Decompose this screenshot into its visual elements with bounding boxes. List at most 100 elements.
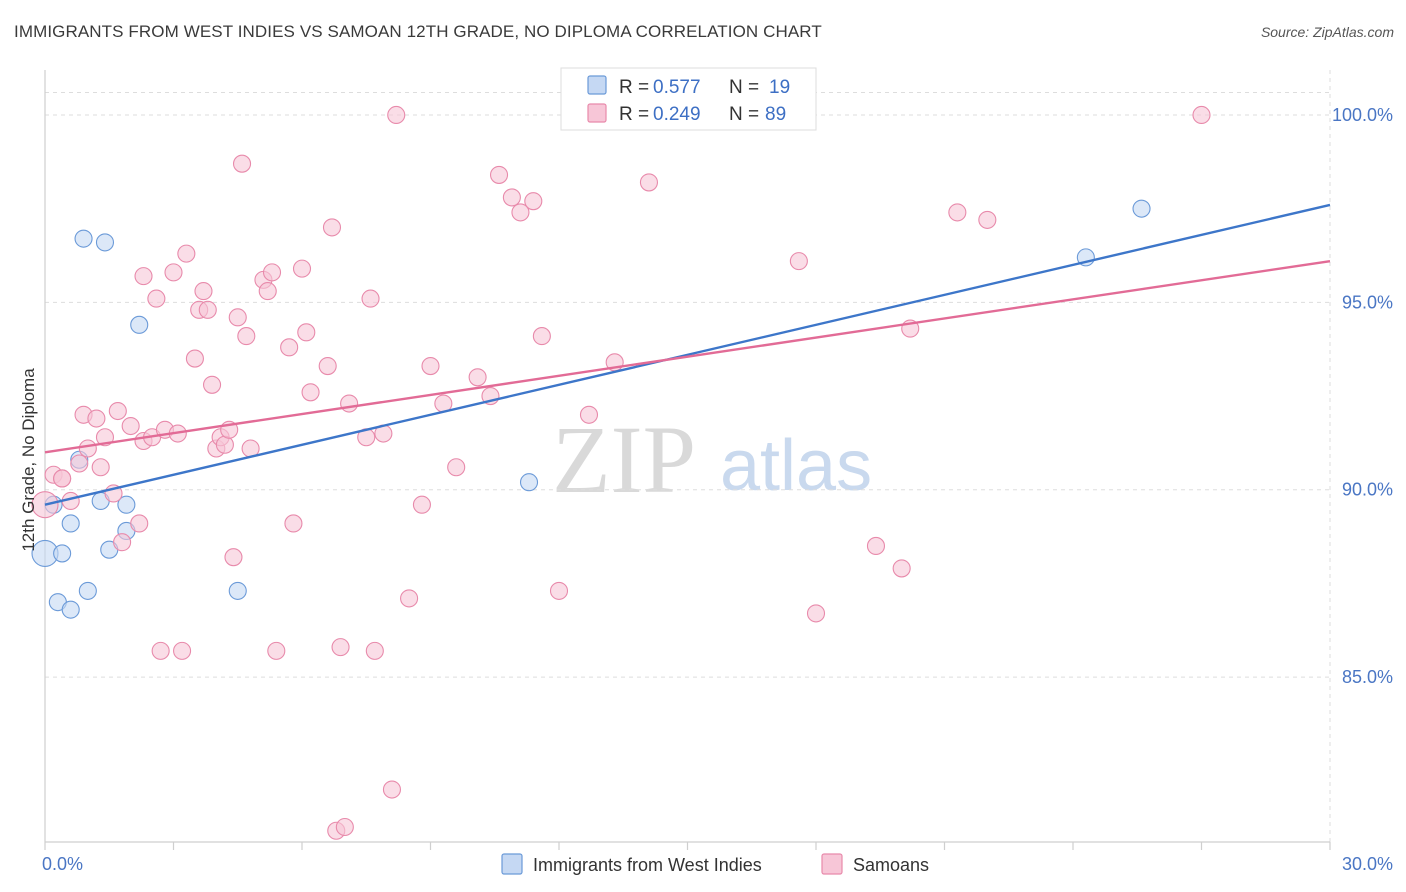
point-samoans — [215, 435, 234, 454]
point-west-indies — [74, 229, 93, 248]
point-samoans — [280, 338, 299, 357]
point-samoans — [297, 323, 316, 342]
legend-r-value-1: 0.249 — [653, 104, 701, 125]
point-west-indies — [95, 233, 115, 252]
point-samoans — [387, 105, 406, 125]
point-samoans — [502, 188, 521, 207]
y-tick-label: 90.0% — [1342, 480, 1393, 500]
point-samoans — [134, 267, 153, 286]
point-west-indies — [78, 581, 97, 600]
point-samoans — [382, 780, 402, 799]
x-tick-label-max: 30.0% — [1342, 854, 1393, 874]
point-samoans — [532, 327, 551, 346]
point-west-indies — [53, 544, 72, 563]
point-west-indies — [228, 581, 247, 600]
point-samoans — [53, 469, 72, 488]
point-samoans — [789, 252, 808, 271]
point-samoans — [331, 638, 350, 657]
point-samoans — [948, 203, 967, 222]
legend-swatch-west-indies — [587, 75, 607, 95]
point-samoans — [164, 263, 183, 282]
point-samoans — [579, 405, 599, 424]
point-samoans — [194, 282, 213, 301]
point-samoans — [87, 409, 106, 428]
y-tick-label: 100.0% — [1332, 105, 1393, 125]
point-samoans — [108, 401, 127, 421]
axes: 85.0% 90.0% 95.0% 100.0% 0.0% 30.0% — [42, 70, 1393, 874]
y-tick-label: 85.0% — [1342, 667, 1393, 687]
legend-r-label-0: R = — [619, 77, 649, 98]
point-samoans — [173, 641, 192, 660]
point-west-indies — [1132, 199, 1151, 218]
point-samoans — [301, 383, 320, 402]
watermark-zip: ZIP — [552, 406, 696, 513]
correlation-legend: R = 0.577 N = 19 R = 0.249 N = 89 — [560, 67, 817, 131]
point-samoans — [365, 641, 384, 660]
point-samoans — [78, 439, 97, 458]
point-samoans — [866, 536, 886, 555]
chart-title: IMMIGRANTS FROM WEST INDIES VS SAMOAN 12… — [14, 22, 822, 41]
point-west-indies — [117, 495, 136, 514]
point-samoans — [361, 289, 380, 308]
point-samoans — [177, 244, 196, 263]
y-tick-label: 95.0% — [1342, 292, 1393, 312]
legend-n-label-1: N = — [729, 104, 759, 125]
point-samoans — [468, 368, 487, 387]
series-legend: Immigrants from West Indies Samoans — [501, 853, 929, 875]
point-samoans — [121, 416, 140, 436]
point-samoans — [151, 641, 170, 660]
bottom-legend-swatch-samoans — [821, 853, 843, 875]
point-samoans — [489, 165, 509, 184]
point-samoans — [130, 514, 149, 533]
point-samoans — [228, 308, 247, 327]
point-samoans — [237, 327, 256, 346]
point-samoans — [224, 548, 243, 567]
point-samoans — [318, 357, 337, 376]
point-samoans — [198, 300, 217, 319]
point-west-indies — [130, 315, 149, 334]
bottom-legend-label-samoans: Samoans — [853, 855, 929, 875]
point-west-indies — [61, 514, 80, 533]
data-points — [31, 105, 1211, 840]
point-samoans — [421, 357, 440, 376]
point-samoans — [1192, 105, 1211, 125]
point-samoans — [267, 641, 286, 660]
bottom-legend-label-west-indies: Immigrants from West Indies — [533, 855, 762, 875]
point-samoans — [806, 604, 826, 623]
watermark-atlas: atlas — [720, 426, 872, 506]
bottom-legend-swatch-west-indies — [501, 853, 523, 875]
point-samoans — [892, 559, 911, 578]
legend-r-label-1: R = — [619, 104, 649, 125]
point-samoans — [340, 394, 359, 413]
point-samoans — [978, 210, 997, 229]
point-samoans — [335, 817, 354, 837]
legend-n-label-0: N = — [729, 77, 759, 98]
point-samoans — [232, 154, 252, 173]
trend-line-west-indies — [44, 203, 1331, 506]
point-samoans — [322, 218, 342, 237]
point-samoans — [639, 173, 659, 192]
point-samoans — [549, 581, 569, 600]
legend-n-value-0: 19 — [769, 77, 790, 98]
point-samoans — [258, 282, 277, 301]
legend-r-value-0: 0.577 — [653, 77, 701, 98]
point-samoans — [292, 259, 312, 278]
x-tick-label-min: 0.0% — [42, 854, 83, 874]
point-samoans — [262, 263, 282, 282]
trend-line-samoans — [44, 259, 1331, 454]
point-samoans — [113, 533, 132, 552]
point-west-indies — [61, 600, 80, 619]
point-samoans — [400, 589, 419, 608]
source-label: Source: ZipAtlas.com — [1260, 24, 1394, 40]
point-samoans — [511, 203, 530, 222]
legend-swatch-samoans — [587, 103, 607, 123]
legend-n-value-1: 89 — [765, 104, 786, 125]
point-west-indies — [519, 473, 539, 492]
trend-lines — [44, 203, 1331, 506]
point-samoans — [147, 289, 166, 308]
point-samoans — [447, 458, 466, 477]
point-samoans — [91, 458, 110, 477]
y-axis-label: 12th Grade, No Diploma — [19, 368, 38, 552]
point-samoans — [284, 514, 303, 533]
